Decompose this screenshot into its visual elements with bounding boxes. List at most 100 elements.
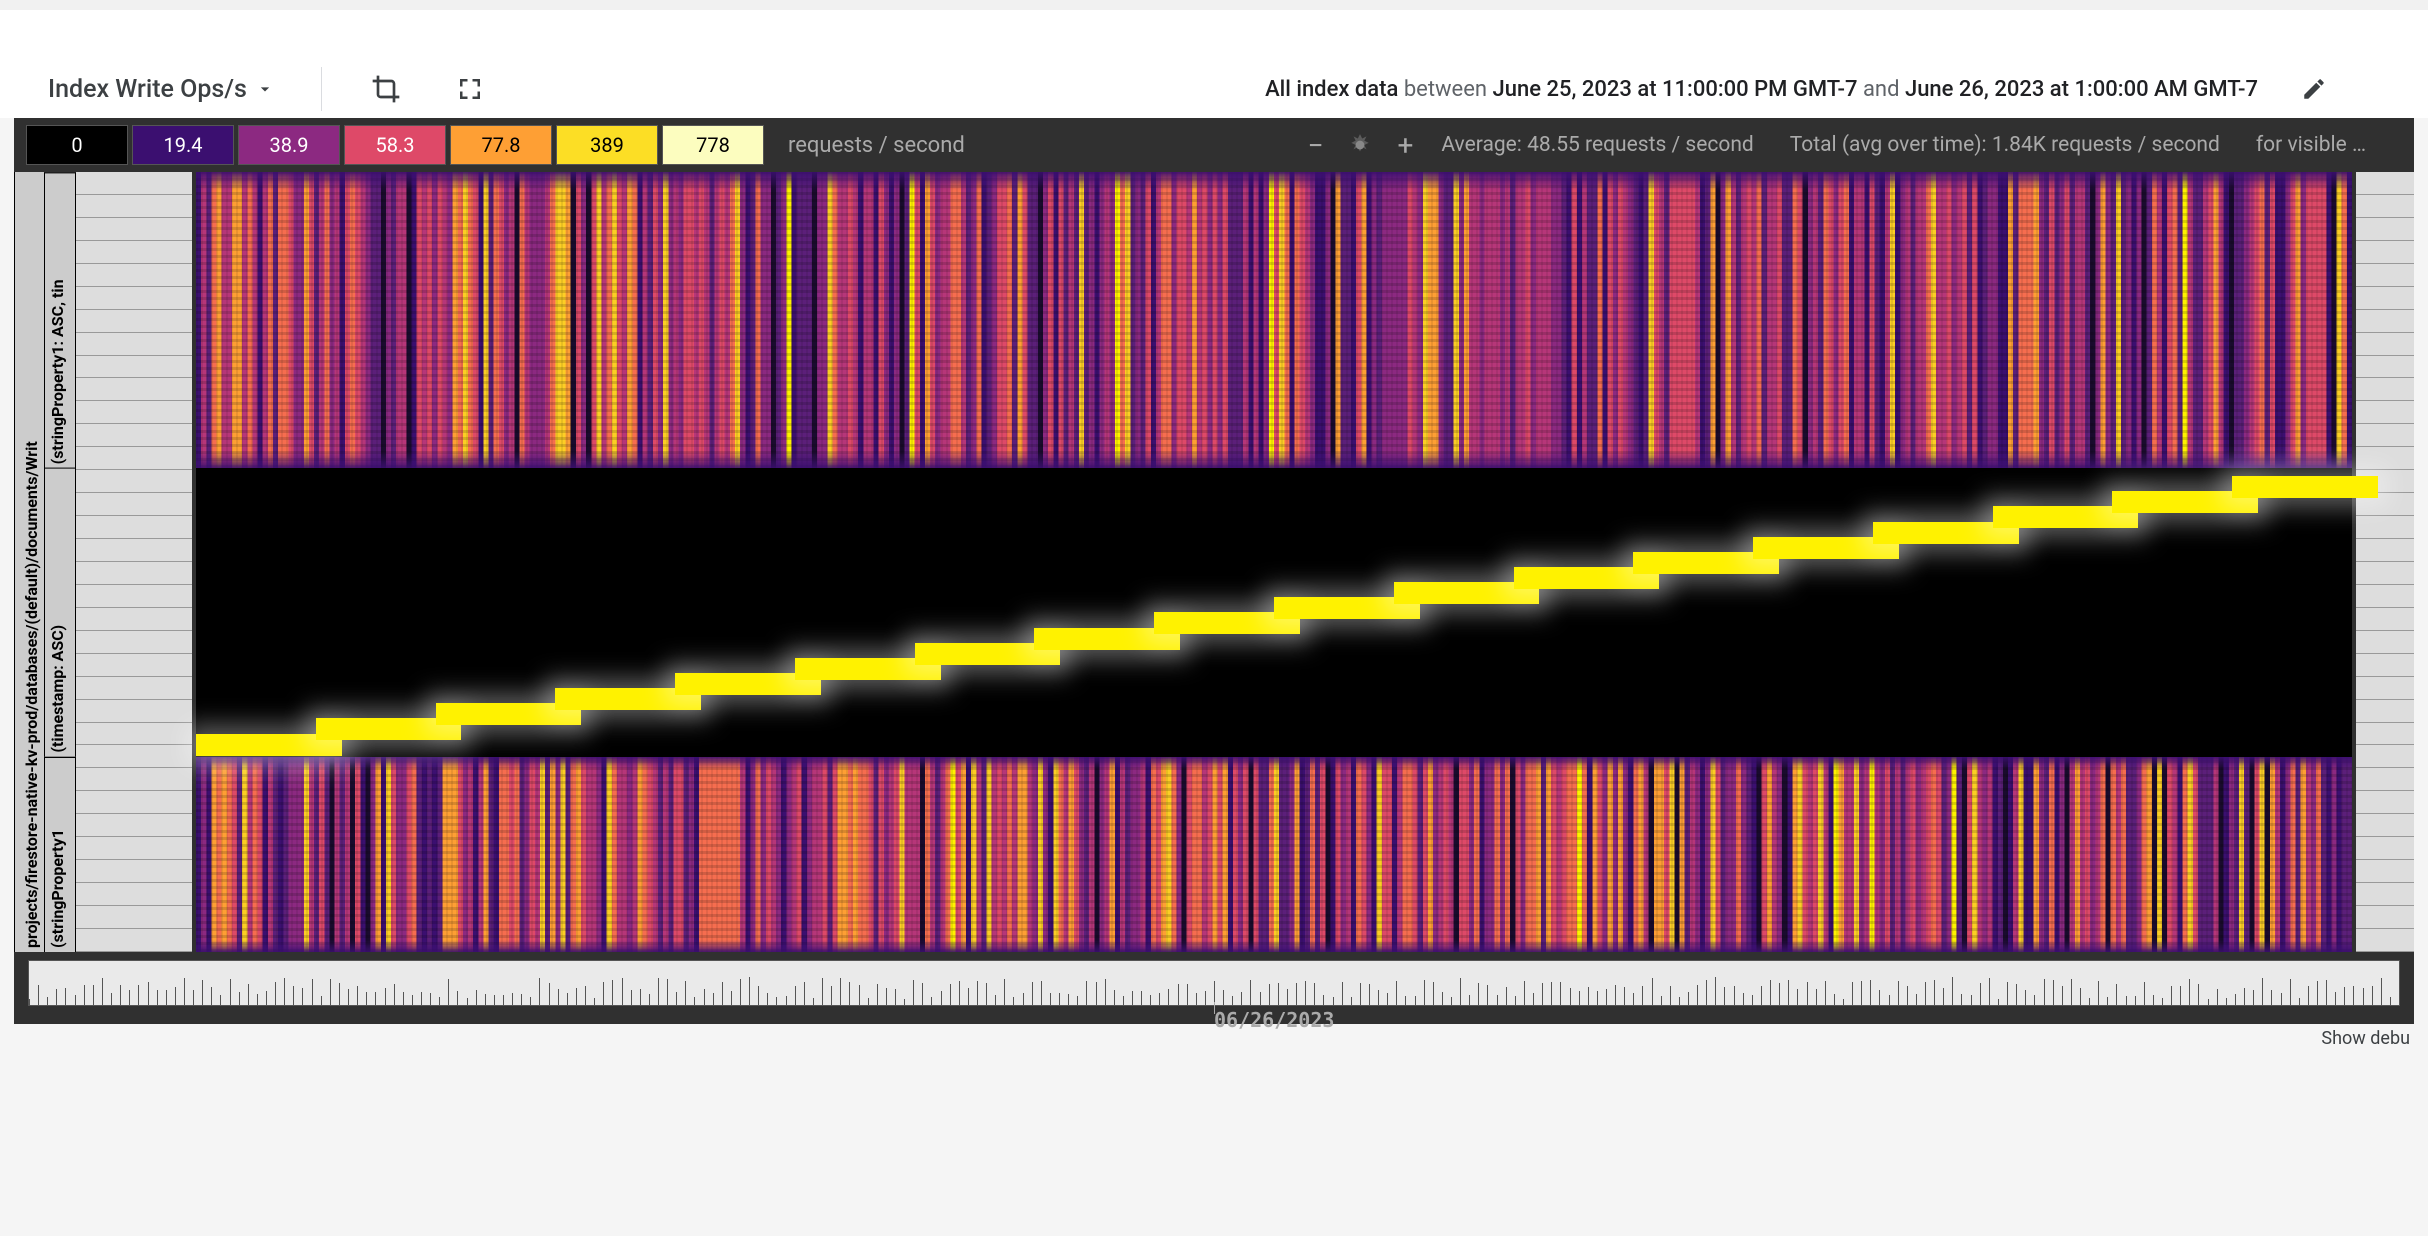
yaxis-segment[interactable] (76, 195, 134, 218)
yaxis-segment[interactable] (76, 493, 134, 516)
yaxis-segment[interactable] (2356, 768, 2414, 791)
yaxis-segment[interactable] (134, 883, 192, 906)
yaxis-segment[interactable] (134, 333, 192, 356)
yaxis-segment[interactable] (2356, 745, 2414, 768)
yaxis-segment[interactable] (134, 310, 192, 333)
yaxis-segment[interactable] (2356, 723, 2414, 746)
yaxis-segment[interactable] (2356, 539, 2414, 562)
yaxis-segment[interactable] (76, 401, 134, 424)
yaxis-segment[interactable] (134, 378, 192, 401)
yaxis-segment[interactable] (2356, 516, 2414, 539)
yaxis-segment[interactable] (134, 768, 192, 791)
yaxis-segment[interactable] (134, 562, 192, 585)
yaxis-tab[interactable]: (stringProperty1: ASC, tin (44, 172, 76, 468)
yaxis-segment[interactable] (2356, 333, 2414, 356)
yaxis-segment[interactable] (76, 356, 134, 379)
yaxis-segment[interactable] (2356, 241, 2414, 264)
yaxis-segment[interactable] (134, 814, 192, 837)
yaxis-segment[interactable] (76, 447, 134, 470)
yaxis-segment[interactable] (134, 493, 192, 516)
yaxis-segment[interactable] (76, 768, 134, 791)
yaxis-segment[interactable] (2356, 677, 2414, 700)
yaxis-segment[interactable] (2356, 631, 2414, 654)
yaxis-segment[interactable] (134, 585, 192, 608)
legend-swatch[interactable]: 0 (26, 125, 128, 165)
yaxis-segment[interactable] (134, 264, 192, 287)
yaxis-segment[interactable] (134, 424, 192, 447)
yaxis-segment[interactable] (76, 585, 134, 608)
yaxis-tab[interactable]: (stringProperty1 (44, 757, 76, 952)
legend-swatch[interactable]: 38.9 (238, 125, 340, 165)
yaxis-segment[interactable] (2356, 356, 2414, 379)
yaxis-segment[interactable] (76, 378, 134, 401)
yaxis-segment[interactable] (2356, 378, 2414, 401)
yaxis-segment[interactable] (134, 745, 192, 768)
fullscreen-button[interactable] (452, 71, 488, 107)
yaxis-segment[interactable] (76, 516, 134, 539)
yaxis-segment[interactable] (134, 172, 192, 195)
yaxis-outer-label[interactable]: projects/firestore-native-kv-prod/databa… (14, 172, 44, 952)
legend-swatch[interactable]: 389 (556, 125, 658, 165)
heatmap-canvas[interactable] (196, 172, 2352, 952)
yaxis-segment[interactable] (134, 241, 192, 264)
yaxis-segment[interactable] (134, 447, 192, 470)
legend-swatch[interactable]: 58.3 (344, 125, 446, 165)
yaxis-segment[interactable] (76, 929, 134, 952)
yaxis-segment[interactable] (76, 654, 134, 677)
yaxis-segment[interactable] (2356, 195, 2414, 218)
yaxis-segment[interactable] (76, 264, 134, 287)
yaxis-segment[interactable] (2356, 562, 2414, 585)
yaxis-segment[interactable] (2356, 791, 2414, 814)
yaxis-segment[interactable] (76, 333, 134, 356)
yaxis-segment[interactable] (2356, 814, 2414, 837)
yaxis-segment[interactable] (134, 470, 192, 493)
brightness-icon[interactable] (1347, 132, 1373, 158)
yaxis-segment[interactable] (134, 677, 192, 700)
yaxis-segment[interactable] (76, 562, 134, 585)
yaxis-segment[interactable] (76, 218, 134, 241)
yaxis-segment[interactable] (76, 837, 134, 860)
yaxis-segment[interactable] (2356, 837, 2414, 860)
yaxis-segment[interactable] (2356, 310, 2414, 333)
yaxis-segment[interactable] (134, 906, 192, 929)
yaxis-segment[interactable] (2356, 883, 2414, 906)
yaxis-segment[interactable] (2356, 287, 2414, 310)
yaxis-segment[interactable] (134, 608, 192, 631)
yaxis-segment[interactable] (76, 631, 134, 654)
yaxis-segment[interactable] (134, 723, 192, 746)
yaxis-segment[interactable] (76, 860, 134, 883)
yaxis-segment[interactable] (134, 401, 192, 424)
crop-button[interactable] (368, 71, 404, 107)
yaxis-segment[interactable] (2356, 424, 2414, 447)
yaxis-segment[interactable] (76, 608, 134, 631)
yaxis-segment[interactable] (134, 218, 192, 241)
yaxis-segment[interactable] (2356, 401, 2414, 424)
yaxis-segment[interactable] (76, 677, 134, 700)
legend-swatch[interactable]: 778 (662, 125, 764, 165)
yaxis-segment[interactable] (134, 700, 192, 723)
yaxis-segment[interactable] (76, 287, 134, 310)
zoom-in-button[interactable]: + (1397, 129, 1413, 162)
yaxis-segment[interactable] (76, 310, 134, 333)
yaxis-tab[interactable]: (timestamp: ASC) (44, 468, 76, 757)
yaxis-segment[interactable] (76, 745, 134, 768)
yaxis-segment[interactable] (2356, 264, 2414, 287)
yaxis-segment[interactable] (134, 860, 192, 883)
yaxis-segment[interactable] (76, 791, 134, 814)
edit-range-button[interactable] (2296, 71, 2332, 107)
legend-swatch[interactable]: 19.4 (132, 125, 234, 165)
yaxis-segment[interactable] (2356, 447, 2414, 470)
yaxis-segment[interactable] (2356, 860, 2414, 883)
yaxis-segment[interactable] (76, 723, 134, 746)
metric-selector[interactable]: Index Write Ops/s (48, 75, 275, 104)
yaxis-segment[interactable] (76, 539, 134, 562)
yaxis-segment[interactable] (2356, 218, 2414, 241)
yaxis-segment[interactable] (134, 837, 192, 860)
yaxis-segment[interactable] (2356, 608, 2414, 631)
yaxis-segment[interactable] (76, 700, 134, 723)
yaxis-segment[interactable] (134, 654, 192, 677)
timeline-strip[interactable] (28, 960, 2400, 1006)
yaxis-segment[interactable] (134, 631, 192, 654)
yaxis-segment[interactable] (134, 539, 192, 562)
yaxis-segment[interactable] (76, 172, 134, 195)
